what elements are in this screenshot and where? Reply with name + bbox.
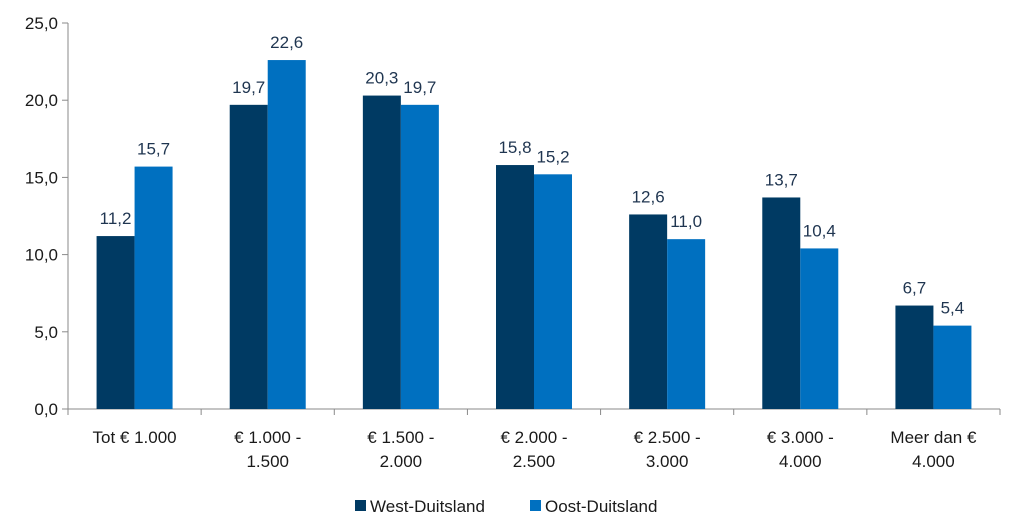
data-label: 10,4 (803, 221, 836, 240)
data-label: 12,6 (632, 187, 665, 206)
bar-oost-duitsland-6 (933, 325, 972, 409)
bar-oost-duitsland-5 (800, 248, 839, 409)
data-label: 19,7 (403, 78, 436, 97)
bar-west-duitsland-2 (362, 95, 401, 410)
data-label: 6,7 (903, 279, 927, 298)
data-label: 15,7 (137, 140, 170, 159)
legend-swatch (355, 500, 366, 511)
data-label: 20,3 (365, 69, 398, 88)
y-tick-label: 10,0 (25, 246, 58, 265)
bar-oost-duitsland-1 (267, 60, 306, 409)
y-tick-label: 20,0 (25, 91, 58, 110)
bar-oost-duitsland-3 (534, 174, 572, 409)
y-tick-label: 0,0 (34, 400, 58, 419)
y-tick-label: 5,0 (34, 323, 58, 342)
bar-west-duitsland-4 (629, 214, 668, 409)
data-labels: 11,2 19,7 20,3 15,8 12,6 13,7 6,7 15,7 22,6 19,7 1… (100, 33, 965, 318)
bar-west-duitsland-1 (229, 104, 268, 409)
data-label: 11,0 (670, 212, 702, 231)
legend-label: West-Duitsland (370, 497, 485, 515)
y-tick-label: 25,0 (25, 14, 58, 33)
data-label: 15,8 (498, 138, 531, 157)
x-tick-label: € 2.500 -3.000 (634, 428, 701, 471)
x-tick-label: € 2.000 -2.500 (500, 428, 567, 471)
data-label: 19,7 (232, 78, 265, 97)
data-label: 13,7 (765, 170, 798, 189)
x-tick-label: Meer dan €4.000 (890, 428, 977, 471)
bars (96, 60, 972, 410)
x-tick-label: € 1.000 -1.500 (234, 428, 301, 471)
x-tick-label: Tot € 1.000 (93, 428, 177, 447)
bar-west-duitsland-5 (762, 197, 801, 409)
legend-swatch (530, 500, 541, 511)
data-label: 11,2 (100, 209, 132, 228)
legend-item-oost-duitsland: Oost-Duitsland (530, 497, 657, 515)
x-tick-label: € 1.500 -2.000 (367, 428, 434, 471)
y-tick-label: 15,0 (25, 168, 58, 187)
x-tick-label: € 3.000 -4.000 (767, 428, 834, 471)
bar-west-duitsland-6 (895, 305, 934, 409)
x-axis-tick-labels: Tot € 1.000 € 1.000 -1.500 € 1.500 -2.000 €… (93, 428, 977, 471)
data-label: 15,2 (536, 147, 569, 166)
data-label: 22,6 (270, 33, 303, 52)
legend-label: Oost-Duitsland (545, 497, 657, 515)
bar-west-duitsland-0 (96, 236, 135, 409)
y-axis-tick-labels: 0,0 5,0 10,0 15,0 20,0 25,0 (25, 14, 58, 419)
legend: West-Duitsland Oost-Duitsland (355, 497, 657, 515)
bar-oost-duitsland-0 (134, 166, 173, 409)
legend-item-west-duitsland: West-Duitsland (355, 497, 485, 515)
bar-oost-duitsland-2 (400, 104, 439, 409)
data-label: 5,4 (941, 299, 965, 318)
bar-oost-duitsland-4 (667, 239, 706, 409)
bar-west-duitsland-3 (496, 165, 534, 409)
